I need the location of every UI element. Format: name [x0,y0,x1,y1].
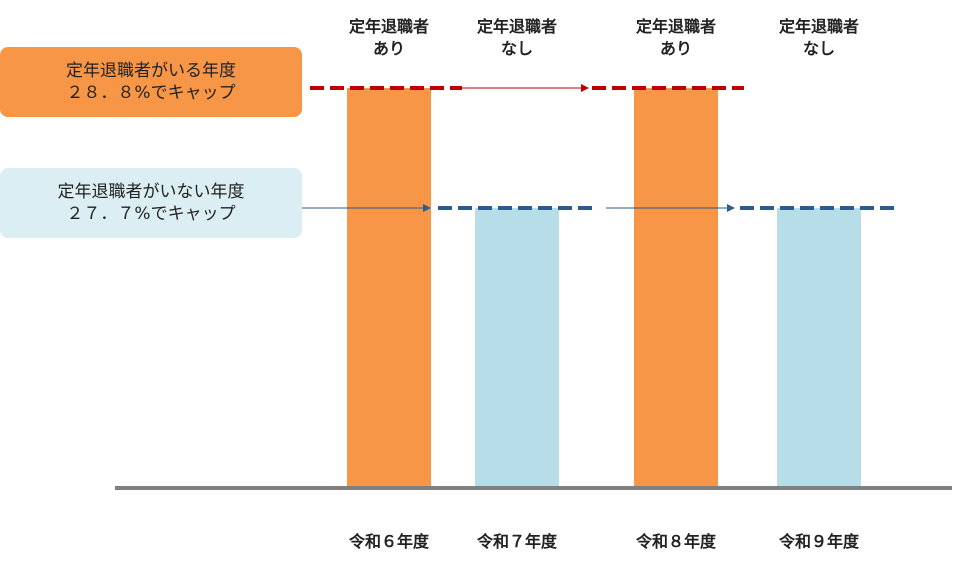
bar [475,208,559,486]
bar [777,208,861,486]
bar [634,88,718,486]
bars [347,88,861,486]
bar-status-label-line1: 定年退職者 [635,17,716,36]
x-tick-label: 令和８年度 [635,532,716,551]
callout-without-retirees-line2: ２７．７%でキャップ [66,204,236,224]
bar-status-label-line2: あり [372,39,405,58]
x-tick-label: 令和９年度 [778,532,859,551]
bar-status-label-line1: 定年退職者 [778,17,859,36]
x-tick-label: 令和６年度 [348,532,429,551]
callout-without-retirees-line1: 定年退職者がいない年度 [57,182,245,202]
bar-status-label: 定年退職者 あり [616,16,736,60]
callout-with-retirees: 定年退職者がいる年度 ２８．８%でキャップ [0,47,302,117]
bar-status-label-line2: なし [500,39,533,58]
x-tick-label: 令和７年度 [476,532,557,551]
bar-status-label: 定年退職者 あり [329,16,449,60]
cap-lines [302,84,894,212]
bar-status-label: 定年退職者 なし [457,16,577,60]
callout-with-retirees-line1: 定年退職者がいる年度 [66,61,236,81]
bar [347,88,431,486]
bar-status-label-line2: あり [659,39,692,58]
bar-status-label-line1: 定年退職者 [348,17,429,36]
bar-status-label-line1: 定年退職者 [476,17,557,36]
callout-with-retirees-line2: ２８．８%でキャップ [66,83,236,103]
bar-status-label: 定年退職者 なし [759,16,879,60]
callout-without-retirees: 定年退職者がいない年度 ２７．７%でキャップ [0,168,302,238]
bar-status-label-line2: なし [802,39,835,58]
